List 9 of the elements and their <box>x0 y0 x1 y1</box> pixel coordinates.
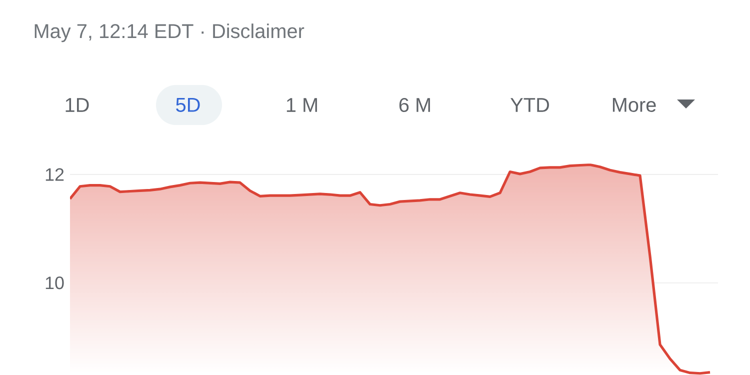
text: YTD <box>510 98 549 112</box>
text: 5D <box>176 98 200 112</box>
text: 6 M <box>399 98 430 112</box>
y-tick-label: 12 <box>46 168 64 181</box>
text: 1 M <box>286 98 317 112</box>
y-tick-label: 10 <box>46 276 64 290</box>
text: More <box>612 98 656 112</box>
text: 1D <box>66 98 89 112</box>
chart-subtitle: May 7, 12:14 EDT · Disclaimer <box>34 24 304 42</box>
